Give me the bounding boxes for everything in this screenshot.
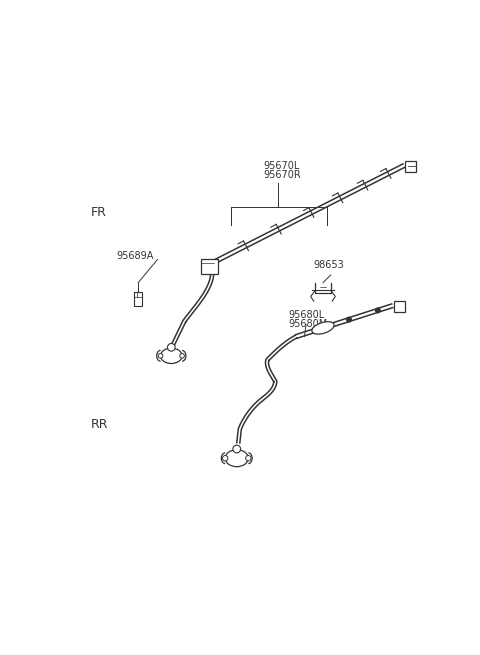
- Circle shape: [233, 445, 240, 453]
- Ellipse shape: [225, 450, 248, 466]
- Circle shape: [375, 308, 380, 312]
- Circle shape: [347, 317, 351, 322]
- Ellipse shape: [312, 322, 334, 334]
- Text: 95670L: 95670L: [264, 161, 300, 171]
- Bar: [406, 161, 416, 172]
- Bar: [201, 259, 217, 274]
- Circle shape: [180, 354, 184, 358]
- Text: 98653: 98653: [313, 260, 344, 271]
- Circle shape: [223, 455, 228, 461]
- Text: 95680L: 95680L: [288, 310, 324, 320]
- Text: FR: FR: [90, 206, 107, 219]
- Bar: [394, 301, 405, 312]
- Circle shape: [246, 455, 251, 461]
- Text: 95670R: 95670R: [264, 170, 301, 180]
- Circle shape: [158, 354, 163, 358]
- Text: 95689A: 95689A: [117, 251, 154, 261]
- Circle shape: [168, 343, 175, 351]
- Text: RR: RR: [90, 418, 108, 431]
- Text: 95680M: 95680M: [288, 319, 327, 329]
- Ellipse shape: [160, 348, 182, 364]
- FancyBboxPatch shape: [134, 292, 142, 306]
